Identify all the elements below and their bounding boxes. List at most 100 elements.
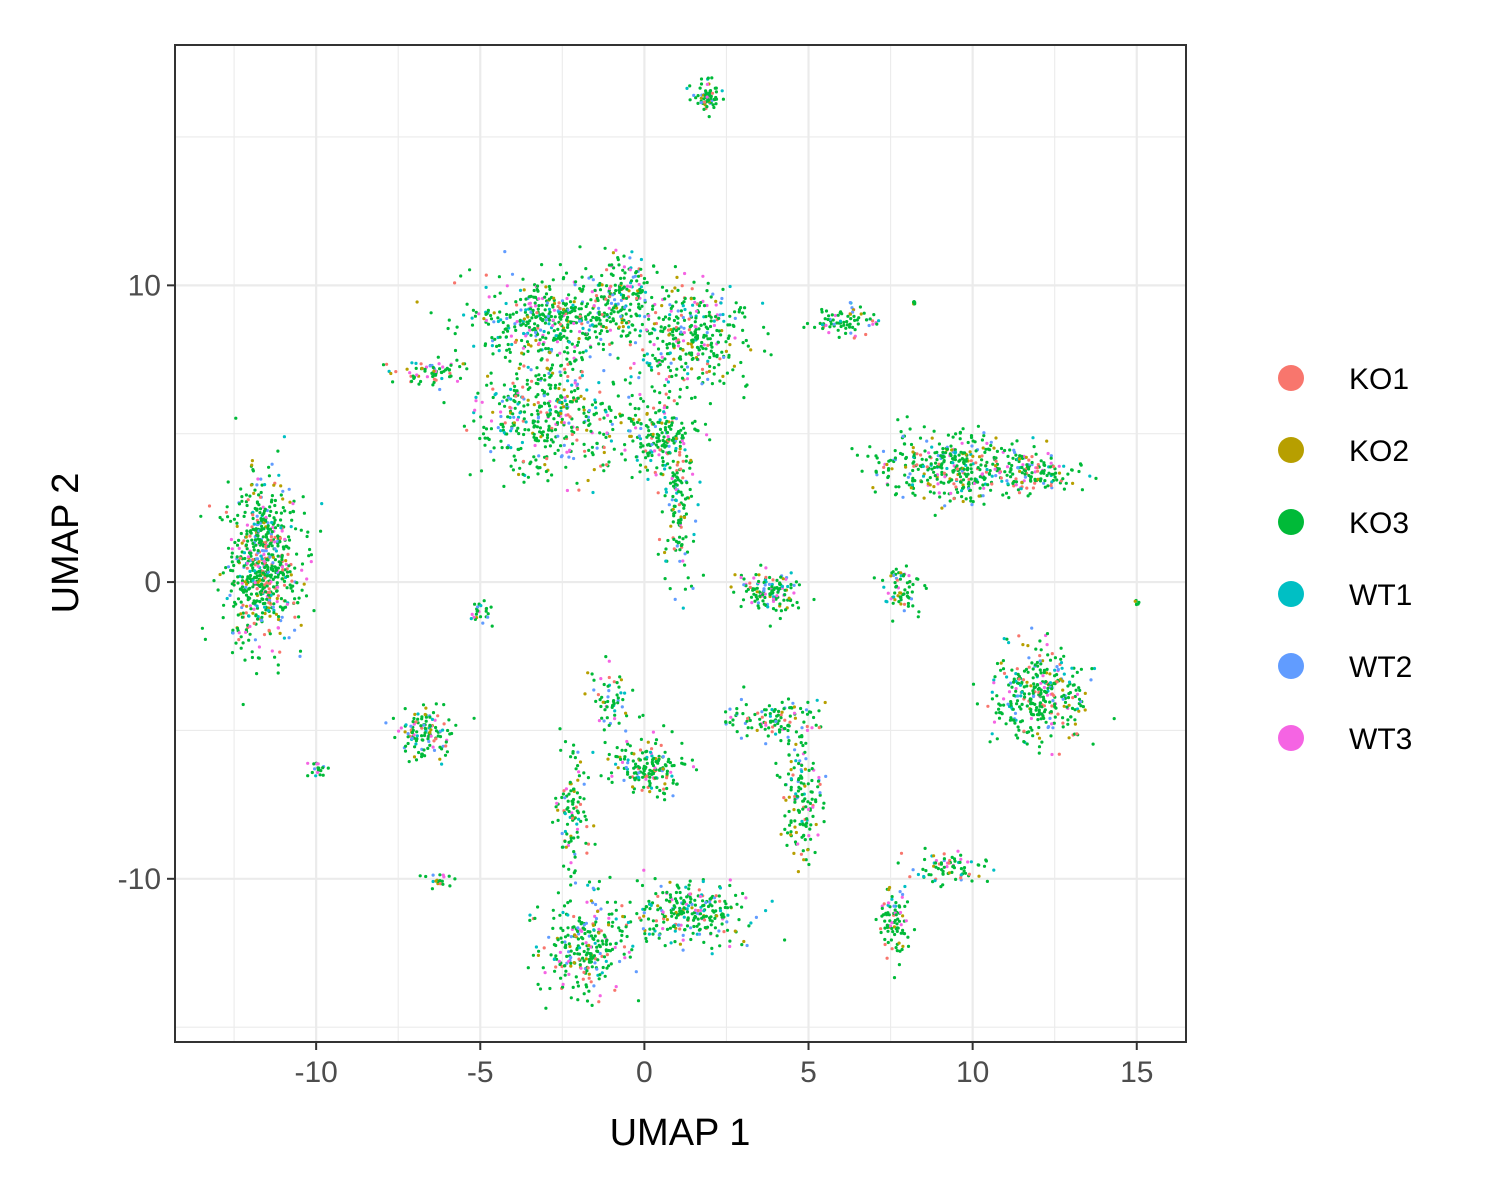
scatter-point (1019, 487, 1023, 491)
scatter-point (648, 332, 652, 336)
scatter-point (960, 489, 964, 493)
scatter-point (596, 958, 600, 962)
scatter-point (258, 600, 262, 604)
scatter-point (589, 934, 594, 938)
scatter-point (482, 425, 486, 429)
scatter-point (262, 549, 266, 553)
scatter-point (678, 942, 683, 946)
scatter-point (641, 444, 645, 448)
scatter-point (598, 994, 602, 998)
scatter-point (613, 945, 617, 950)
scatter-point (664, 764, 668, 768)
scatter-point (1048, 465, 1052, 469)
scatter-point (694, 96, 698, 100)
scatter-point (268, 598, 272, 602)
scatter-point (628, 775, 632, 780)
scatter-point (284, 562, 288, 566)
scatter-point (1016, 672, 1020, 677)
scatter-point (1053, 475, 1057, 479)
scatter-point (721, 374, 725, 378)
scatter-point (555, 340, 560, 344)
scatter-point (617, 263, 621, 267)
scatter-point (541, 342, 545, 346)
scatter-point (763, 713, 768, 717)
scatter-point (653, 449, 657, 453)
scatter-point (894, 567, 898, 571)
scatter-points (199, 76, 1141, 1010)
scatter-point (816, 785, 820, 789)
scatter-point (693, 320, 697, 324)
scatter-point (544, 1006, 548, 1010)
scatter-point (539, 376, 543, 381)
scatter-point (649, 786, 654, 790)
scatter-point (1045, 667, 1049, 672)
scatter-point (491, 410, 495, 414)
scatter-point (623, 458, 627, 462)
scatter-point (290, 589, 295, 593)
scatter-point (428, 364, 432, 368)
scatter-point (252, 607, 256, 611)
scatter-point (659, 352, 663, 356)
scatter-point (647, 772, 651, 776)
scatter-point (740, 943, 744, 947)
scatter-point (935, 458, 939, 462)
scatter-point (283, 599, 287, 603)
scatter-point (521, 395, 525, 399)
scatter-point (541, 966, 545, 970)
scatter-point (261, 571, 265, 575)
scatter-point (684, 535, 688, 539)
scatter-point (535, 425, 540, 429)
scatter-point (501, 330, 505, 334)
scatter-point (701, 573, 706, 577)
scatter-point (973, 477, 977, 481)
scatter-point (693, 324, 697, 328)
scatter-point (694, 915, 698, 919)
scatter-point (796, 870, 801, 874)
scatter-point (1066, 684, 1070, 688)
scatter-point (842, 323, 846, 327)
scatter-point (568, 300, 573, 304)
scatter-point (598, 331, 602, 336)
scatter-point (548, 287, 552, 291)
scatter-point (532, 288, 536, 293)
scatter-point (983, 450, 987, 454)
scatter-point (543, 308, 547, 312)
scatter-point (607, 777, 611, 781)
scatter-point (621, 914, 625, 919)
scatter-point (727, 353, 731, 357)
scatter-point (465, 302, 469, 306)
scatter-point (1004, 491, 1009, 495)
scatter-point (655, 336, 660, 340)
scatter-point (989, 443, 993, 448)
scatter-point (809, 823, 813, 827)
scatter-point (892, 595, 896, 599)
scatter-point (260, 615, 264, 620)
scatter-point (1003, 470, 1007, 474)
scatter-point (565, 357, 569, 361)
scatter-point (247, 614, 251, 618)
scatter-point (522, 317, 527, 321)
scatter-point (1011, 481, 1015, 485)
scatter-point (1014, 679, 1018, 683)
scatter-point (655, 466, 659, 470)
scatter-point (812, 597, 816, 602)
scatter-point (799, 852, 804, 856)
scatter-point (669, 524, 673, 528)
scatter-point (604, 435, 608, 439)
scatter-point (231, 631, 235, 635)
scatter-point (677, 540, 681, 545)
scatter-point (1042, 704, 1046, 708)
scatter-point (1048, 672, 1052, 676)
scatter-point (706, 337, 710, 341)
scatter-point (992, 446, 996, 450)
scatter-point (544, 285, 548, 289)
scatter-point (607, 460, 611, 464)
scatter-point (632, 771, 637, 775)
scatter-point (522, 432, 526, 437)
scatter-point (598, 390, 602, 394)
scatter-point (1015, 699, 1020, 703)
scatter-point (574, 975, 578, 979)
scatter-point (820, 323, 825, 327)
scatter-point (634, 312, 638, 316)
scatter-point (593, 288, 597, 292)
